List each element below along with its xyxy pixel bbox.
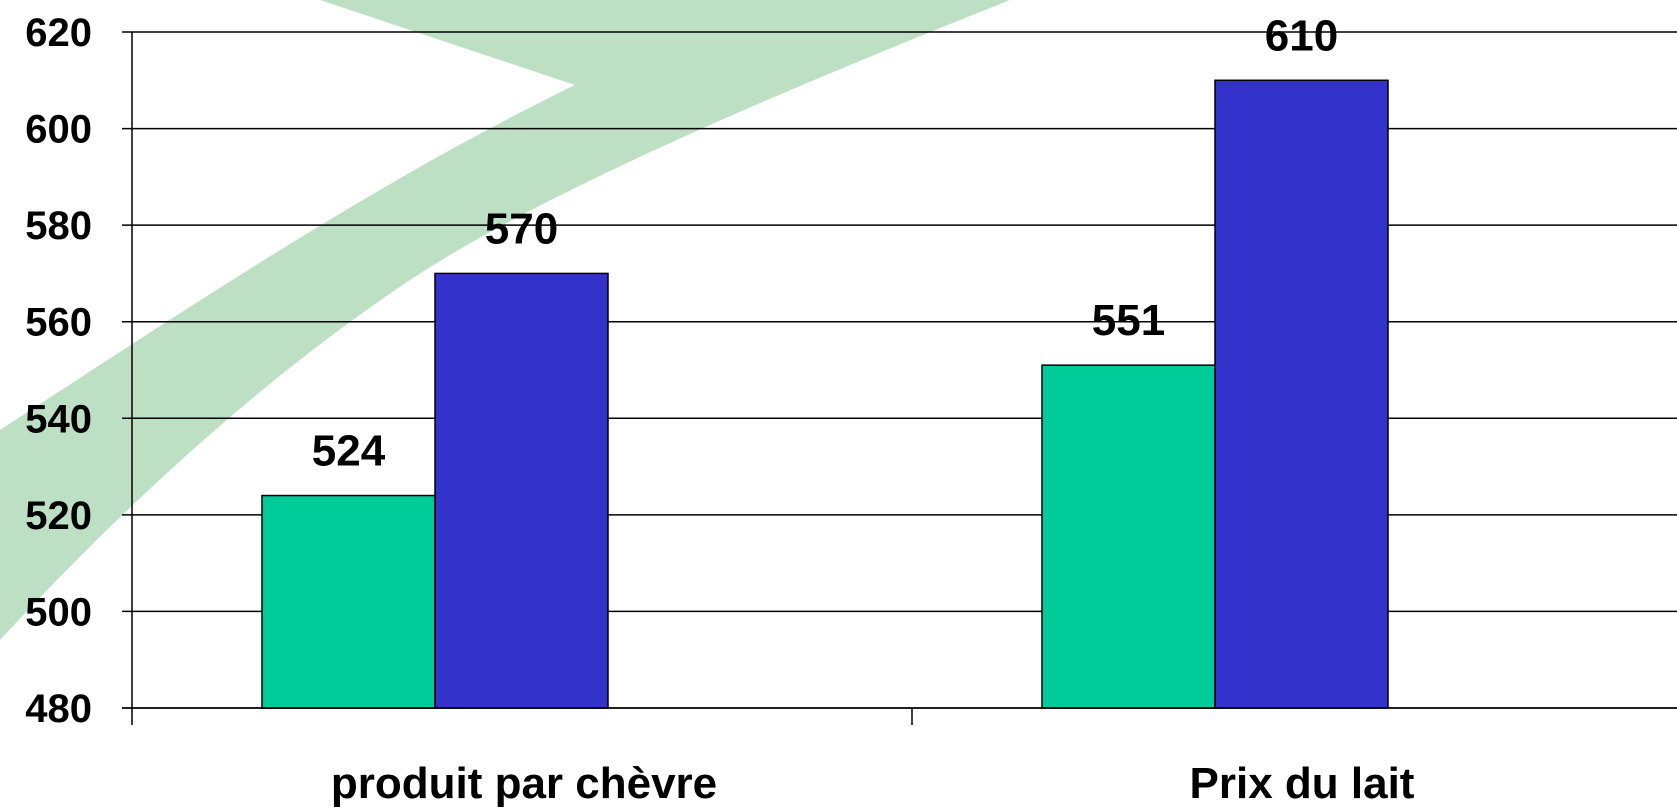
y-tick-label: 540 <box>25 397 92 441</box>
data-label: 551 <box>1092 296 1165 345</box>
data-label: 610 <box>1265 11 1338 60</box>
y-tick-label: 600 <box>25 108 92 152</box>
data-label: 524 <box>312 427 386 476</box>
category-label: Prix du lait <box>1190 759 1415 808</box>
y-tick-label: 480 <box>25 687 92 731</box>
bar <box>434 272 609 709</box>
axes <box>122 32 1677 725</box>
bar <box>261 494 436 709</box>
y-tick-label: 560 <box>25 301 92 345</box>
bar <box>1041 364 1216 709</box>
y-tick-label: 500 <box>25 590 92 634</box>
data-label: 570 <box>485 204 558 253</box>
category-labels: produit par chèvre Prix du lait <box>331 759 1415 808</box>
y-tick-label: 580 <box>25 204 92 248</box>
bar <box>1214 79 1389 709</box>
category-label: produit par chèvre <box>331 759 717 808</box>
data-labels: 524 551 570 610 <box>312 11 1338 475</box>
y-tick-labels: 480 500 520 560 540 580 600 620 <box>25 11 92 731</box>
y-tick-label: 620 <box>25 11 92 55</box>
y-tick-label: 520 <box>25 494 92 538</box>
bars <box>261 79 1389 709</box>
